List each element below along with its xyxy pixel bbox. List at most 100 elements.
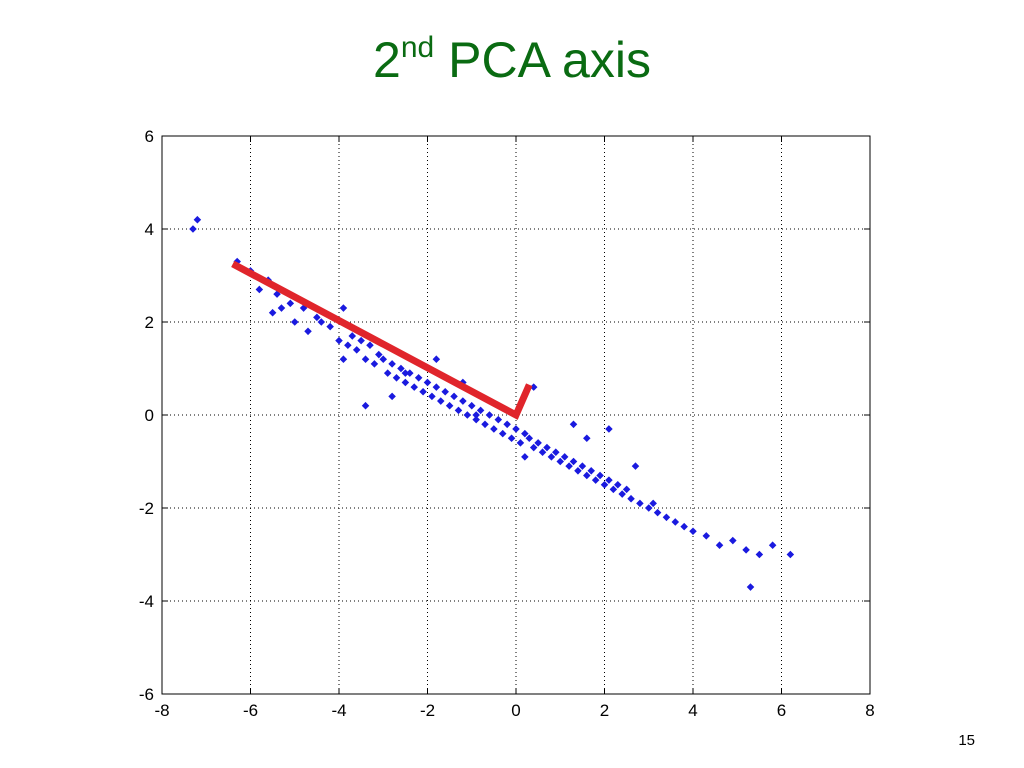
data-point [304, 327, 312, 336]
tick-marks [161, 135, 871, 695]
data-point [507, 434, 516, 443]
data-point [432, 383, 441, 391]
data-point [361, 401, 370, 410]
data-point [627, 494, 635, 503]
data-point [494, 415, 503, 424]
data-point [768, 541, 777, 549]
data-point [578, 462, 587, 470]
data-point [379, 355, 388, 363]
data-point [445, 401, 454, 410]
x-tick-labels: -8 -6 -4 -2 0 2 4 6 8 [154, 701, 874, 720]
data-point [375, 350, 383, 359]
data-point [432, 355, 441, 363]
data-point [361, 355, 370, 363]
data-point [715, 541, 724, 549]
data-point [529, 443, 538, 452]
data-point [596, 471, 604, 480]
data-point [326, 322, 334, 331]
data-point [357, 336, 365, 345]
data-point [277, 304, 286, 312]
grid-lines [162, 136, 870, 694]
data-point [574, 467, 582, 475]
data-point [614, 480, 622, 489]
x-tick-label: 4 [688, 701, 697, 720]
data-point [556, 457, 565, 466]
data-point [463, 411, 472, 419]
y-tick-label: 2 [145, 313, 154, 332]
data-point [450, 392, 458, 401]
data-point [521, 429, 529, 438]
data-point [742, 546, 750, 554]
data-points [189, 215, 795, 591]
data-point [423, 378, 432, 387]
y-tick-label: 4 [145, 220, 154, 239]
data-point [498, 429, 507, 438]
x-tick-label: 8 [865, 701, 874, 720]
data-point [313, 313, 321, 322]
data-point [366, 341, 374, 350]
y-tick-label: -6 [139, 685, 154, 704]
x-tick-label: 0 [511, 701, 520, 720]
data-point [516, 439, 525, 447]
y-tick-label: -4 [139, 592, 154, 611]
data-point [290, 318, 299, 326]
x-tick-label: -2 [420, 701, 435, 720]
data-point [662, 513, 671, 522]
data-point [600, 480, 609, 489]
data-point [193, 215, 202, 224]
data-point [569, 420, 578, 429]
data-point [636, 499, 644, 508]
data-point [472, 415, 480, 424]
data-point [671, 518, 680, 526]
x-tick-label: -6 [243, 701, 258, 720]
data-point [622, 485, 631, 494]
y-tick-label: -2 [139, 499, 154, 518]
data-point [401, 378, 410, 387]
data-point [397, 364, 405, 373]
data-point [370, 360, 379, 368]
data-point [485, 411, 494, 419]
data-point [552, 448, 560, 456]
data-point [786, 550, 795, 559]
data-point [503, 420, 511, 429]
pca-axis-line [231, 260, 533, 420]
title-main: 2 [373, 32, 401, 88]
data-point [605, 425, 613, 433]
x-tick-label: 2 [600, 701, 609, 720]
data-point [348, 332, 357, 340]
data-point [512, 425, 520, 433]
title-rest: PCA axis [434, 32, 651, 88]
data-point [525, 434, 534, 443]
slide-title: 2nd PCA axis [0, 16, 1024, 92]
x-tick-label: 6 [777, 701, 786, 720]
data-point [680, 522, 688, 531]
data-point [467, 401, 476, 410]
y-tick-labels: -6 -4 -2 0 2 4 6 [139, 127, 154, 704]
data-point [583, 471, 591, 480]
data-point [649, 499, 657, 508]
data-point [437, 397, 445, 405]
y-tick-label: 6 [145, 127, 154, 146]
data-point [472, 411, 480, 419]
data-point [729, 536, 737, 545]
data-point [286, 299, 295, 308]
data-point [609, 485, 618, 494]
data-point [591, 476, 600, 484]
data-point [189, 225, 197, 233]
data-point [414, 374, 423, 382]
data-point [383, 369, 392, 377]
data-point [490, 425, 498, 433]
data-point [392, 374, 401, 382]
data-point [538, 448, 547, 456]
data-point [618, 490, 626, 498]
data-point [565, 462, 573, 470]
title-superscript: nd [400, 31, 435, 64]
data-point [388, 360, 396, 368]
data-point [631, 462, 640, 470]
data-point [534, 439, 542, 447]
data-point [583, 434, 591, 443]
data-point [459, 397, 467, 405]
data-point [476, 406, 485, 415]
data-point [481, 420, 489, 429]
